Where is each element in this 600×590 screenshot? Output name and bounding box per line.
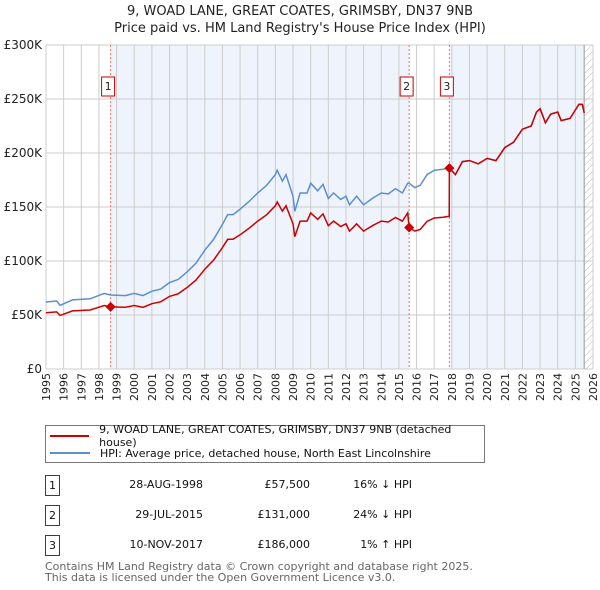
sale-badge: 2 — [45, 505, 60, 526]
footer-copyright: Contains HM Land Registry data © Crown c… — [45, 560, 473, 573]
x-tick-label: 1998 — [93, 373, 106, 401]
x-tick-label: 2015 — [393, 373, 406, 401]
x-tick-label: 2008 — [269, 373, 282, 401]
x-tick-label: 2025 — [569, 373, 582, 401]
x-tick-label: 2010 — [305, 373, 318, 401]
sale-row: 3 10-NOV-2017 £186,000 1% ↑ HPI — [45, 535, 495, 556]
sale-label-box — [399, 76, 414, 97]
legend: 9, WOAD LANE, GREAT COATES, GRIMSBY, DN3… — [45, 423, 485, 463]
sale-row: 1 28-AUG-1998 £57,500 16% ↓ HPI — [45, 475, 495, 496]
sale-point — [404, 222, 415, 233]
sale-badge: 3 — [45, 535, 60, 556]
sale-date: 29-JUL-2015 — [135, 508, 203, 521]
sale-row: 2 29-JUL-2015 £131,000 24% ↓ HPI — [45, 505, 495, 526]
chart-subtitle: Price paid vs. HM Land Registry's House … — [114, 21, 486, 36]
sale-label: 3 — [443, 80, 450, 93]
x-tick-label: 2017 — [428, 373, 441, 401]
x-tick-label: 1999 — [111, 373, 124, 401]
legend-item-hpi: HPI: Average price, detached house, Nort… — [50, 445, 431, 461]
footer-licence: This data is licensed under the Open Gov… — [45, 571, 396, 584]
x-tick-label: 2005 — [216, 373, 229, 401]
x-tick-label: 2011 — [322, 373, 335, 401]
sale-badge: 1 — [45, 475, 60, 496]
sale-label-box — [101, 76, 116, 97]
sale-price: £131,000 — [257, 508, 311, 521]
x-tick-label: 2006 — [234, 373, 247, 401]
sale-delta: 16% ↓ HPI — [353, 478, 412, 491]
x-tick-label: 2012 — [340, 373, 353, 401]
sale-point — [105, 301, 116, 312]
x-tick-label: 2023 — [534, 373, 547, 401]
legend-item-price-paid: 9, WOAD LANE, GREAT COATES, GRIMSBY, DN3… — [50, 423, 484, 449]
x-tick-label: 2002 — [164, 373, 177, 401]
sale-label-box — [439, 76, 454, 97]
y-tick-label: £0 — [27, 362, 42, 376]
x-tick-label: 2024 — [552, 373, 565, 401]
x-tick-label: 2000 — [128, 373, 141, 401]
sale-price: £186,000 — [257, 538, 311, 551]
x-tick-label: 1995 — [40, 373, 53, 401]
sale-date: 28-AUG-1998 — [129, 478, 203, 491]
price-paid-line — [45, 103, 585, 317]
sale-point — [444, 163, 455, 174]
y-tick-label: £150K — [4, 200, 44, 214]
x-tick-label: 2007 — [252, 373, 265, 401]
x-tick-label: 2026 — [587, 373, 600, 401]
x-tick-label: 2013 — [358, 373, 371, 401]
x-tick-label: 2019 — [463, 373, 476, 401]
sale-delta: 24% ↓ HPI — [353, 508, 412, 521]
legend-label: HPI: Average price, detached house, Nort… — [100, 446, 431, 460]
x-tick-label: 2020 — [481, 373, 494, 401]
chart-title: 9, WOAD LANE, GREAT COATES, GRIMSBY, DN3… — [126, 4, 474, 19]
x-tick-label: 2016 — [411, 373, 424, 401]
x-tick-label: 2021 — [499, 373, 512, 401]
plot-area: 1995 1996 1997 1998 1999 2000 2001 2002 2003 2004… — [4, 38, 600, 401]
x-tick-label: 2004 — [199, 373, 212, 401]
y-tick-label: £200K — [4, 146, 44, 160]
x-tick-label: 1997 — [75, 373, 88, 401]
y-tick-label: £50K — [11, 308, 43, 322]
y-tick-label: £250K — [4, 92, 44, 106]
x-tick-label: 2022 — [516, 373, 529, 401]
sale-label: 1 — [105, 80, 112, 93]
sale-delta: 1% ↑ HPI — [360, 538, 412, 551]
legend-swatch-red — [50, 435, 90, 437]
x-tick-label: 1996 — [58, 373, 71, 401]
y-tick-label: £100K — [4, 254, 44, 268]
x-tick-label: 2003 — [181, 373, 194, 401]
x-tick-label: 2018 — [446, 373, 459, 401]
x-tick-label: 2001 — [146, 373, 159, 401]
sale-date: 10-NOV-2017 — [129, 538, 203, 551]
sale-price: £57,500 — [264, 478, 311, 491]
x-tick-label: 2009 — [287, 373, 300, 401]
sale-label: 2 — [403, 80, 410, 93]
legend-label: 9, WOAD LANE, GREAT COATES, GRIMSBY, DN3… — [99, 423, 452, 449]
y-tick-label: £300K — [4, 38, 44, 52]
x-tick-label: 2014 — [375, 373, 388, 401]
legend-swatch-blue — [50, 452, 90, 454]
